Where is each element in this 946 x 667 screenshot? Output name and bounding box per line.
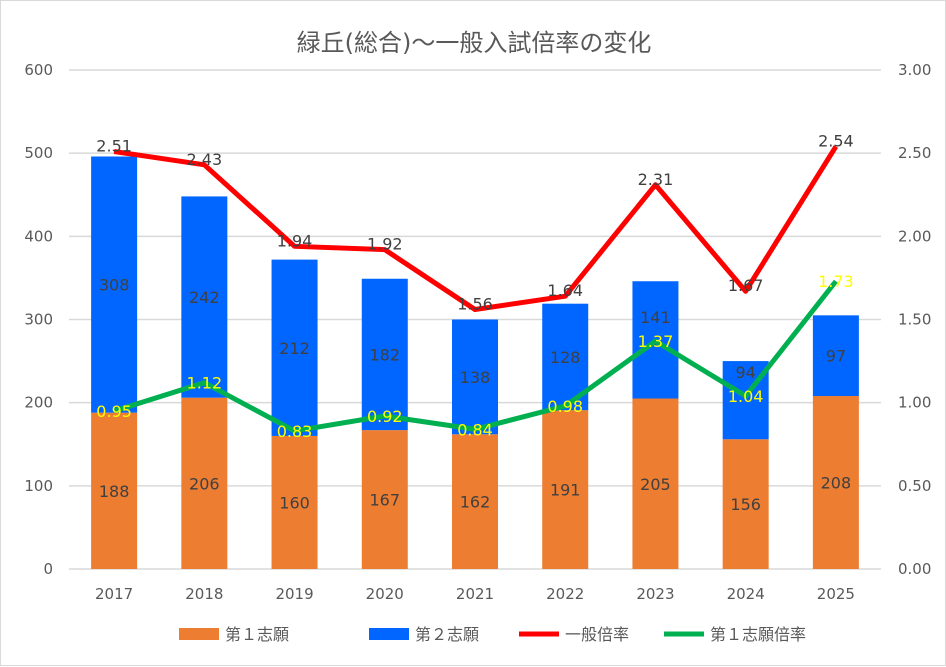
line-data-label: 0.95 [96,402,132,421]
bar-label-first: 160 [279,493,310,512]
bar-first-choice [452,434,498,569]
bar-second-choice [812,315,859,397]
legend-swatch [369,628,409,640]
y-tick-label: 100 [24,477,53,495]
bar-label-second: 308 [99,276,130,295]
y2-tick-label: 0.50 [898,477,931,495]
line-data-label: 0.92 [367,407,403,426]
bar-first-choice [181,397,228,569]
line-data-label: 0.98 [547,397,583,416]
x-tick-label: 2023 [636,585,674,603]
y-tick-label: 500 [24,144,53,162]
legend-swatch [179,628,219,640]
y-tick-label: 600 [24,61,53,79]
y2-tick-label: 2.00 [898,227,931,245]
bar-label-second: 212 [279,339,310,358]
bar-first-choice [271,435,318,569]
bar-second-choice [181,196,228,398]
line-data-label: 1.56 [457,295,493,314]
bar-first-choice [632,398,679,569]
bar-label-second: 97 [826,347,846,366]
line-data-label: 2.31 [638,170,674,189]
bar-first-choice [722,439,769,569]
legend-label: 一般倍率 [565,625,629,644]
x-tick-label: 2021 [456,585,494,603]
y-tick-label: 300 [24,311,53,329]
bar-second-choice [91,156,138,413]
y2-tick-label: 1.00 [898,394,931,412]
x-tick-label: 2025 [817,585,855,603]
x-tick-label: 2018 [185,585,223,603]
bar-label-first: 208 [821,474,852,493]
y-tick-label: 0 [43,560,53,578]
bar-label-first: 167 [370,491,401,510]
bar-first-choice [91,412,138,569]
x-tick-label: 2024 [727,585,765,603]
x-tick-label: 2017 [95,585,133,603]
y2-tick-label: 0.00 [898,560,931,578]
line-data-label: 1.04 [728,387,764,406]
bar-label-second: 94 [735,363,755,382]
legend-label: 第１志願 [225,625,289,644]
line-data-label: 1.73 [818,272,854,291]
line-general-ratio [113,145,839,313]
bar-label-first: 162 [460,493,491,512]
line-data-label: 1.64 [547,281,583,300]
y-tick-label: 200 [24,394,53,412]
bar-label-first: 206 [189,474,220,493]
bar-first-choice [542,410,589,569]
line-data-label: 1.12 [187,374,223,393]
line-data-label: 1.37 [638,332,674,351]
bar-first-choice [361,430,408,569]
line-data-label: 1.94 [277,231,313,250]
line-data-label: 0.83 [277,422,313,441]
line-first-choice-ratio [113,279,838,434]
legend-label: 第２志願 [415,625,479,644]
line-data-label: 0.84 [457,420,493,439]
x-tick-label: 2022 [546,585,584,603]
x-tick-label: 2020 [366,585,404,603]
bar-label-first: 205 [640,475,671,494]
line-data-label: 1.92 [367,235,403,254]
bar-label-first: 156 [730,495,761,514]
bar-label-second: 182 [370,345,401,364]
bar-label-second: 141 [640,308,671,327]
bar-label-first: 191 [550,481,581,500]
bar-first-choice [812,396,859,569]
bar-label-second: 242 [189,288,220,307]
bar-label-first: 188 [99,482,130,501]
bar-label-second: 128 [550,348,581,367]
bar-second-choice [452,319,498,435]
chart-title: 緑丘(総合)〜一般入試倍率の変化 [297,29,652,57]
line-data-label: 1.67 [728,276,764,295]
bar-label-second: 138 [460,368,491,387]
bar-second-choice [361,278,408,431]
y2-tick-label: 2.50 [898,144,931,162]
line-data-label: 2.51 [96,137,132,156]
y-tick-label: 400 [24,227,53,245]
y2-tick-label: 1.50 [898,311,931,329]
line-data-label: 2.43 [187,150,223,169]
x-tick-label: 2019 [275,585,313,603]
bar-second-choice [271,259,318,436]
legend-label: 第１志願倍率 [710,625,806,644]
line-data-label: 2.54 [818,132,854,151]
y2-tick-label: 3.00 [898,61,931,79]
